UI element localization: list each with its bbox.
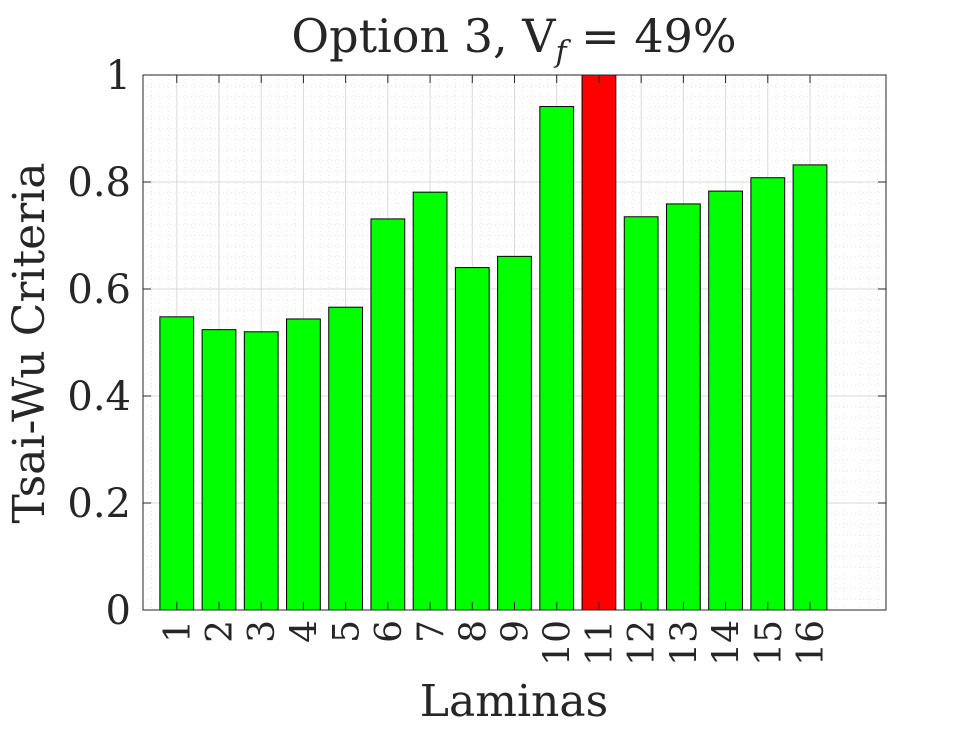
x-tick-label: 12 — [622, 620, 663, 666]
bar-lamina-5 — [328, 306, 364, 611]
x-tick-label: 9 — [496, 620, 537, 643]
bar-lamina-7 — [412, 191, 448, 611]
x-tick-label: 6 — [369, 620, 410, 643]
x-tick-label: 4 — [284, 620, 325, 643]
x-tick-label: 5 — [327, 620, 368, 643]
x-tick-labels: 1 2 3 4 5 6 7 8 9 10 11 12 13 14 15 16 — [158, 620, 832, 666]
bar-lamina-9 — [497, 255, 532, 611]
bar-lamina-8 — [454, 267, 490, 611]
x-tick-label: 16 — [791, 620, 832, 666]
y-tick-label: 0.6 — [67, 267, 131, 313]
bar-lamina-13 — [665, 203, 701, 611]
x-tick-label: 2 — [200, 620, 241, 643]
bar-lamina-12 — [623, 216, 659, 611]
bars — [159, 74, 828, 611]
y-tick-label: 0 — [106, 588, 131, 634]
y-tick-labels: 0 0.2 0.4 0.6 0.8 1 — [67, 53, 131, 634]
bar-lamina-10 — [539, 106, 575, 611]
y-tick-label: 0.8 — [67, 160, 131, 206]
x-tick-label: 11 — [580, 620, 621, 666]
x-tick-label: 1 — [158, 620, 199, 643]
y-tick-label: 0.2 — [67, 481, 131, 527]
bar-lamina-16 — [792, 164, 828, 611]
x-tick-label: 13 — [664, 620, 705, 666]
x-tick-label: 7 — [411, 620, 452, 643]
chart-title-tail: = 49% — [567, 9, 737, 63]
bar-lamina-6 — [370, 218, 406, 611]
x-tick-label: 10 — [538, 620, 579, 666]
bar-lamina-14 — [708, 190, 743, 611]
chart-title: Option 3, Vf = 49% — [291, 9, 736, 70]
x-tick-label: 3 — [242, 620, 283, 643]
axes — [142, 74, 887, 611]
x-tick-label: 8 — [453, 620, 494, 643]
x-axis-label: Laminas — [420, 676, 608, 727]
y-tick-label: 1 — [106, 53, 131, 99]
bar-lamina-11 — [581, 74, 617, 611]
bar-lamina-1 — [159, 316, 195, 611]
y-axis-label: Tsai-Wu Criteria — [4, 162, 55, 523]
bar-lamina-4 — [286, 318, 321, 611]
bar-lamina-2 — [201, 329, 237, 611]
bar-lamina-3 — [243, 331, 279, 611]
bar-lamina-15 — [750, 177, 786, 611]
x-tick-label: 14 — [707, 620, 748, 666]
y-tick-label: 0.4 — [67, 374, 131, 420]
x-tick-label: 15 — [749, 620, 790, 666]
